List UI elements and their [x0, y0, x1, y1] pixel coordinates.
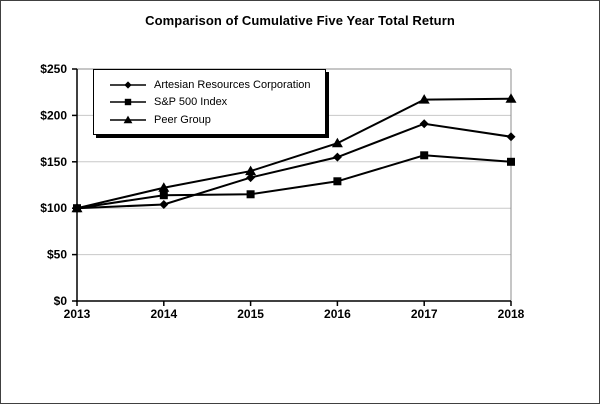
y-axis-label: $0	[54, 294, 68, 308]
triangle-marker	[158, 182, 170, 192]
square-marker	[124, 98, 132, 106]
triangle-marker	[418, 94, 430, 104]
legend-box: Artesian Resources Corporation S&P 500 In…	[93, 69, 326, 135]
y-axis-label: $150	[40, 155, 67, 169]
diamond-marker	[506, 132, 516, 142]
legend-label: S&P 500 Index	[154, 96, 228, 108]
series-triangle	[71, 93, 517, 213]
triangle-marker	[123, 115, 133, 123]
x-axis-label: 2013	[64, 307, 91, 321]
legend-diamond-icon	[110, 80, 146, 89]
legend-entry: S&P 500 Index	[110, 96, 321, 108]
triangle-marker	[245, 165, 257, 176]
diamond-marker	[419, 119, 429, 129]
y-axis-label: $50	[47, 248, 67, 262]
legend-entry: Peer Group	[110, 114, 321, 126]
series-square	[73, 151, 515, 213]
diamond-marker	[124, 80, 132, 89]
y-axis-label: $100	[40, 201, 67, 215]
legend-triangle-icon	[110, 115, 146, 123]
square-marker	[507, 157, 515, 166]
legend-label: Artesian Resources Corporation	[154, 78, 311, 91]
square-marker	[420, 151, 429, 160]
legend-label: Peer Group	[154, 113, 211, 126]
y-axis-label: $250	[40, 62, 67, 76]
triangle-marker	[71, 202, 83, 213]
x-axis-label: 2016	[324, 307, 351, 321]
square-marker	[333, 177, 342, 186]
diamond-marker	[332, 152, 342, 162]
square-marker	[159, 191, 168, 200]
series-line	[76, 154, 512, 210]
square-marker	[246, 190, 255, 199]
triangle-marker	[331, 137, 343, 148]
legend-square-icon	[110, 98, 146, 106]
y-axis-label: $200	[40, 108, 67, 122]
series-line	[76, 97, 512, 210]
chart-title: Comparison of Cumulative Five Year Total…	[145, 13, 455, 28]
diamond-marker	[159, 199, 169, 209]
x-axis-label: 2018	[498, 307, 525, 321]
legend-entry: Artesian Resources Corporation	[110, 79, 321, 91]
x-axis-label: 2014	[150, 307, 177, 321]
x-axis-label: 2015	[237, 307, 264, 321]
triangle-marker	[505, 93, 517, 103]
series-line	[76, 122, 512, 210]
diamond-marker	[246, 173, 256, 183]
x-axis-label: 2017	[411, 307, 438, 321]
